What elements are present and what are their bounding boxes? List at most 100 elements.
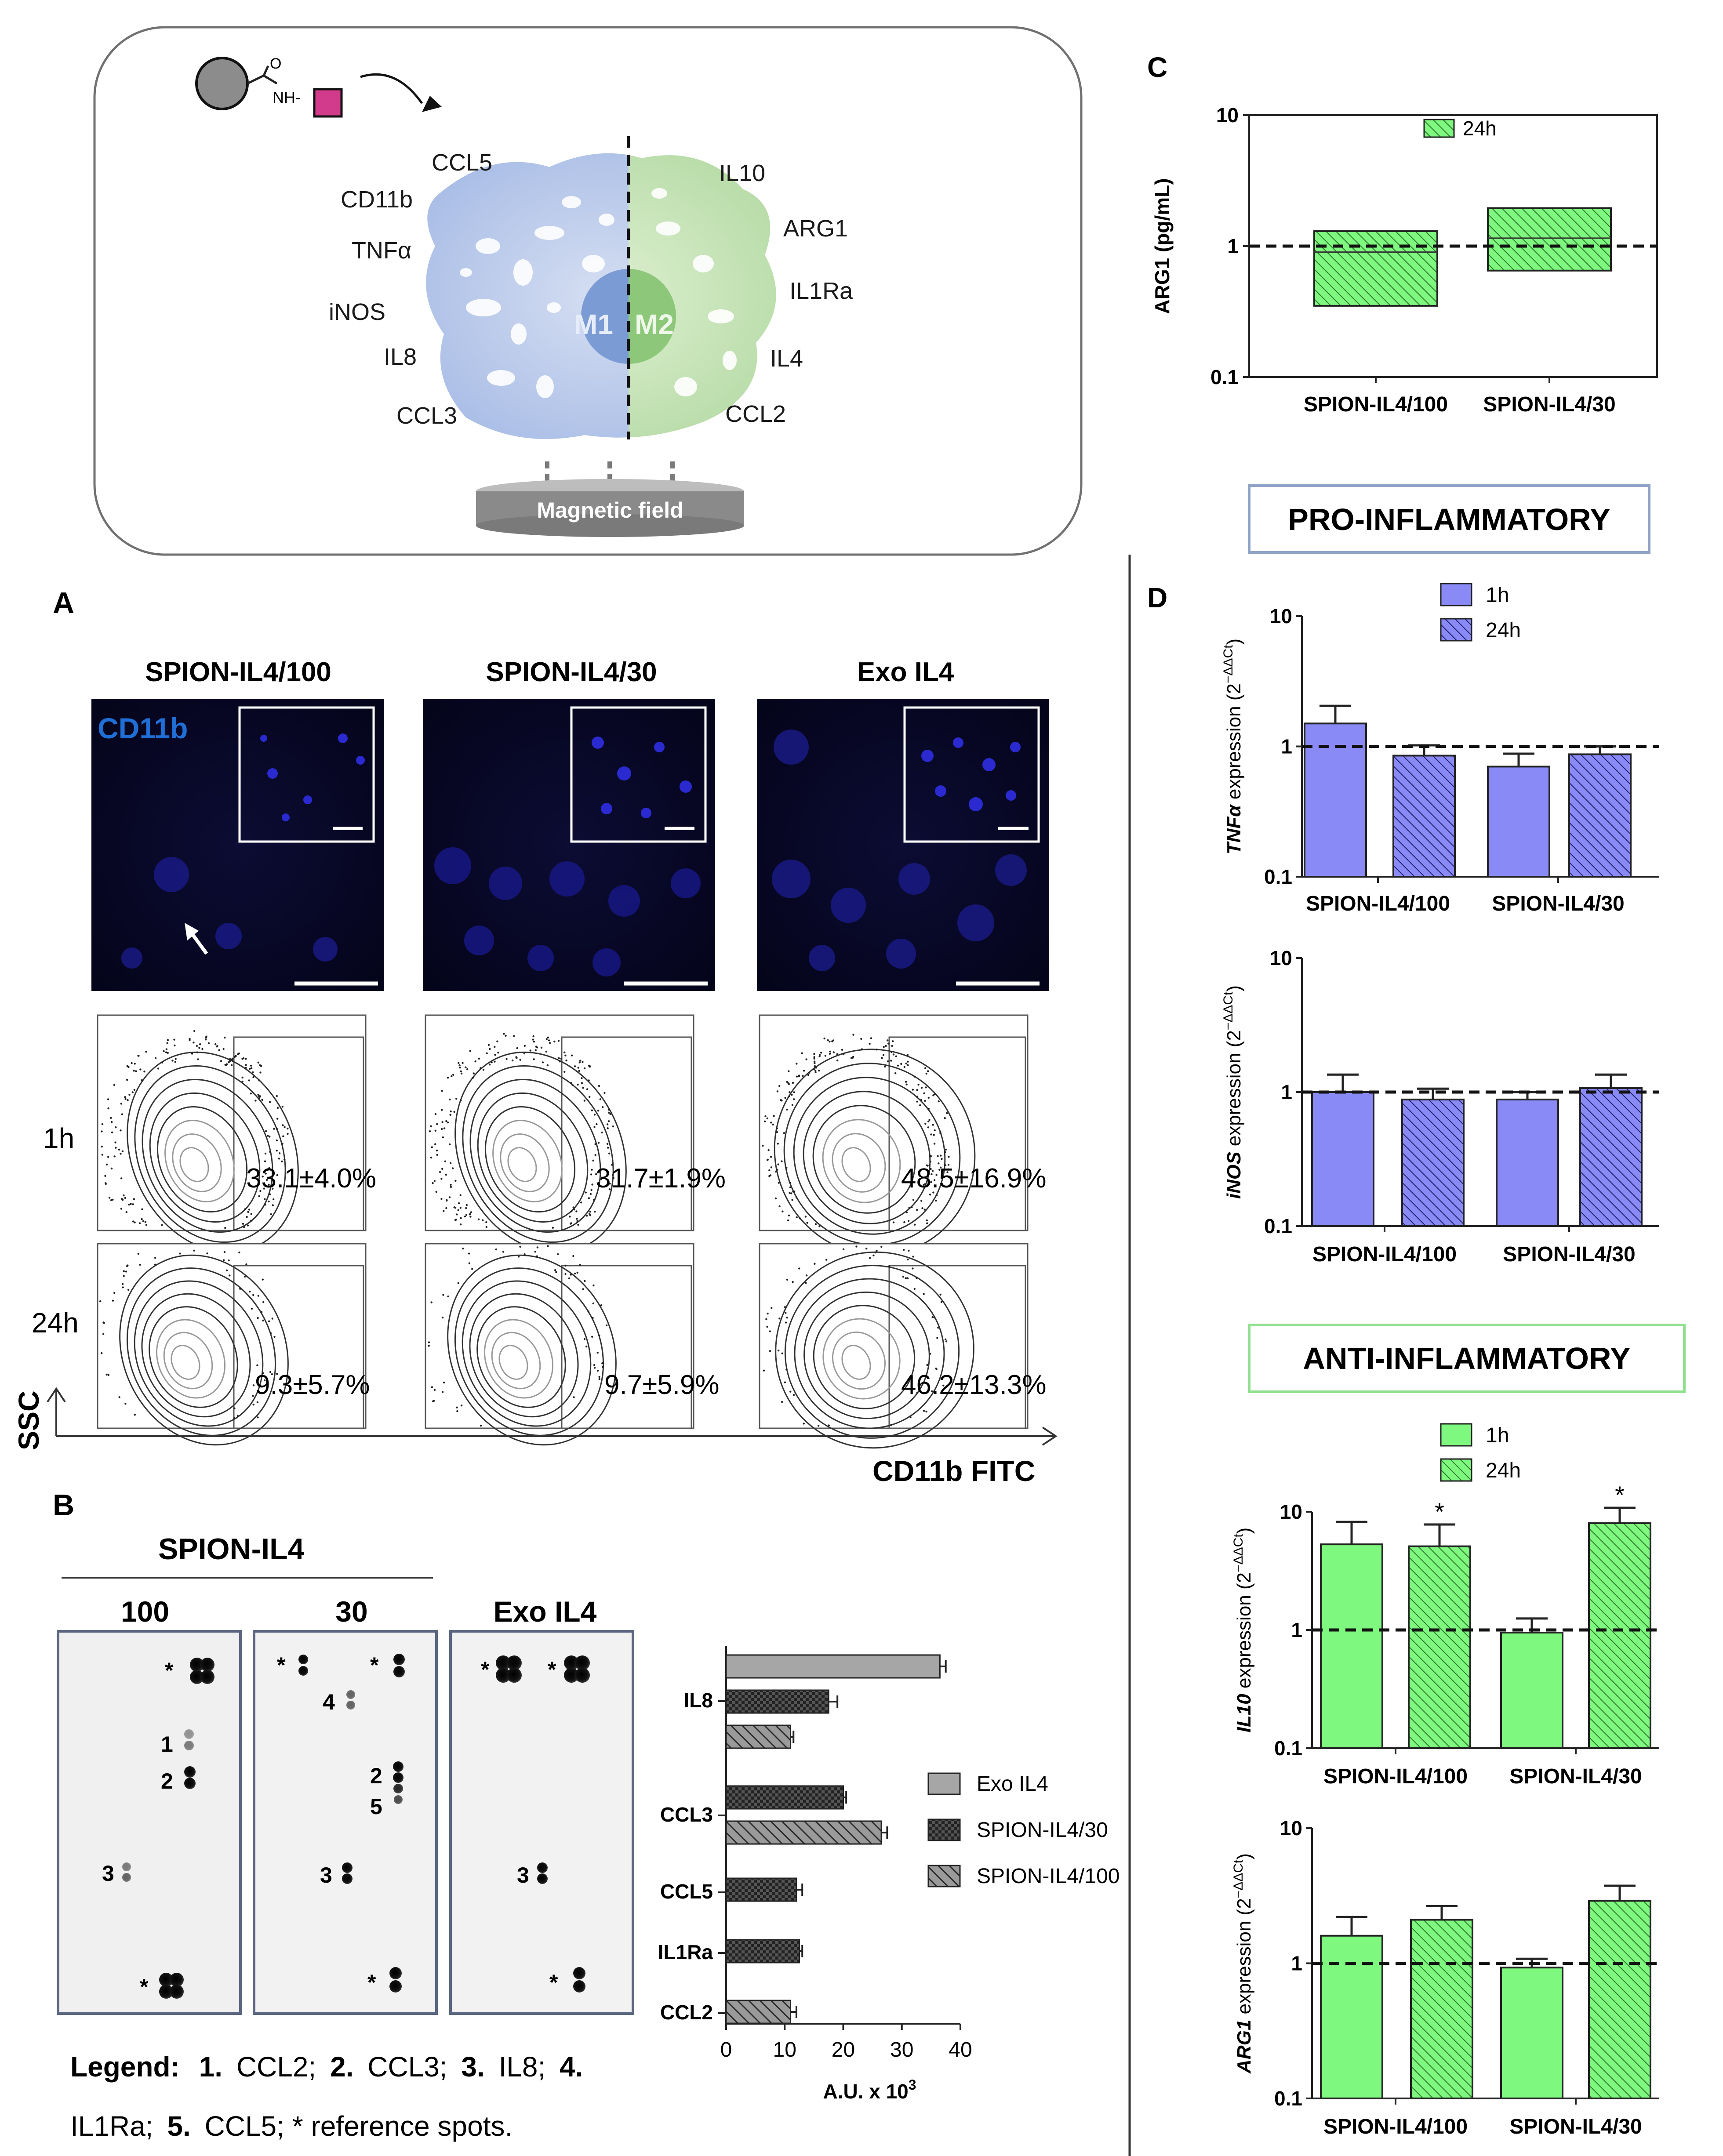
scatter-dot bbox=[920, 1087, 923, 1089]
scatter-dot bbox=[488, 1063, 491, 1066]
scatter-dot bbox=[818, 1225, 821, 1227]
scatter-dot bbox=[789, 1091, 791, 1093]
scatter-dot bbox=[262, 1319, 264, 1321]
scatter-dot bbox=[947, 1164, 950, 1166]
flow-plot-frame bbox=[97, 1014, 367, 1231]
scatter-dot bbox=[612, 1125, 614, 1128]
scatter-dot bbox=[502, 1251, 505, 1253]
scatter-dot bbox=[442, 1294, 444, 1296]
scatter-dot bbox=[930, 1168, 932, 1170]
scatter-dot bbox=[919, 1104, 921, 1107]
scatter-dot bbox=[818, 1070, 820, 1072]
scatter-dot bbox=[456, 1410, 458, 1412]
gate-box bbox=[233, 1265, 364, 1429]
scatter-dot bbox=[938, 1169, 941, 1171]
scatter-dot bbox=[533, 1058, 535, 1060]
scatter-dot bbox=[238, 1251, 240, 1254]
scatter-dot bbox=[224, 1036, 226, 1039]
scatter-dot bbox=[791, 1104, 794, 1106]
scatter-dot bbox=[791, 1199, 793, 1201]
scatter-dot bbox=[776, 1169, 778, 1171]
scatter-dot bbox=[287, 1132, 289, 1135]
scatter-dot bbox=[536, 1046, 538, 1049]
bar-spion-il4-30 bbox=[725, 1939, 800, 1964]
scatter-dot bbox=[451, 1075, 453, 1078]
scatter-dot bbox=[917, 1084, 920, 1086]
scatter-dot bbox=[445, 1173, 447, 1176]
scatter-dot bbox=[542, 1061, 544, 1063]
y-tick-label: 10 bbox=[1280, 1817, 1302, 1840]
scatter-dot bbox=[908, 1207, 910, 1209]
category-label: SPION-IL4/100 bbox=[1323, 1765, 1468, 1788]
bar bbox=[1588, 1522, 1651, 1749]
scatter-dot bbox=[482, 1069, 485, 1071]
contour-line bbox=[462, 1065, 614, 1243]
scatter-dot bbox=[252, 1404, 254, 1406]
scatter-dot bbox=[246, 1216, 248, 1218]
scatter-dot bbox=[769, 1330, 771, 1332]
contour-line bbox=[164, 1120, 235, 1202]
scatter-dot bbox=[99, 1300, 102, 1303]
scatter-dot bbox=[608, 1111, 610, 1114]
scatter-dot bbox=[907, 1064, 909, 1066]
scatter-dot bbox=[120, 1129, 122, 1132]
scatter-dot bbox=[264, 1160, 266, 1162]
scatter-dot bbox=[593, 1126, 596, 1128]
scatter-dot bbox=[434, 1129, 436, 1132]
scatter-dot bbox=[608, 1152, 611, 1154]
scatter-dot bbox=[929, 1194, 931, 1196]
scatter-dot bbox=[887, 1060, 889, 1063]
y-axis-label-text: expression (2 bbox=[1233, 1572, 1255, 1694]
scatter-dot bbox=[836, 1059, 839, 1062]
y-tick-label: 0.1 bbox=[1274, 2087, 1302, 2110]
scatter-dot bbox=[865, 1248, 868, 1250]
scatter-dot bbox=[571, 1054, 573, 1056]
scatter-dot bbox=[197, 1058, 199, 1060]
scatter-dot bbox=[586, 1088, 589, 1090]
scatter-dot bbox=[912, 1089, 914, 1091]
category-label: SPION-IL4/30 bbox=[1509, 1765, 1642, 1788]
legend-num: 2. bbox=[330, 2051, 353, 2083]
marker-tnfa: TNFα bbox=[352, 237, 411, 264]
scatter-dot bbox=[278, 1158, 280, 1160]
scatter-dot bbox=[428, 1341, 430, 1343]
y-axis-label-end: ) bbox=[1223, 985, 1245, 992]
scatter-dot bbox=[869, 1043, 871, 1045]
scatter-dot bbox=[465, 1214, 468, 1216]
scatter-dot bbox=[171, 1060, 174, 1062]
scatter-dot bbox=[494, 1060, 496, 1063]
scatter-dot bbox=[611, 1164, 613, 1166]
scatter-dot bbox=[126, 1265, 128, 1267]
contour-line bbox=[469, 1078, 601, 1233]
scatter-dot bbox=[870, 1037, 872, 1039]
scatter-dot bbox=[460, 1405, 463, 1407]
scatter-dot bbox=[222, 1048, 225, 1050]
x-tick-label: 40 bbox=[949, 2038, 972, 2062]
scatter-dot bbox=[448, 1196, 451, 1198]
flow-plot-frame bbox=[425, 1243, 694, 1429]
scatter-dot bbox=[913, 1288, 916, 1290]
scatter-dot bbox=[778, 1182, 780, 1184]
scatter-dot bbox=[444, 1160, 447, 1162]
scatter-dot bbox=[131, 1062, 133, 1064]
scatter-dot bbox=[766, 1117, 768, 1120]
marker-il1ra: IL1Ra bbox=[789, 278, 853, 304]
scatter-dot bbox=[459, 1194, 462, 1196]
x-tick-label: 0 bbox=[720, 2038, 732, 2062]
scatter-dot bbox=[590, 1173, 593, 1176]
scatter-dot bbox=[173, 1038, 175, 1041]
scatter-dot bbox=[266, 1179, 268, 1181]
contour-line bbox=[500, 1133, 550, 1192]
scatter-dot bbox=[767, 1312, 769, 1315]
scatter-dot bbox=[829, 1053, 831, 1055]
scatter-dot bbox=[459, 1067, 461, 1069]
scatter-dot bbox=[599, 1098, 602, 1100]
scatter-dot bbox=[242, 1057, 245, 1060]
scatter-dot bbox=[473, 1072, 475, 1074]
bar bbox=[1392, 755, 1456, 878]
scatter-dot bbox=[125, 1270, 127, 1273]
scatter-dot bbox=[244, 1208, 246, 1210]
scatter-dot bbox=[222, 1259, 225, 1261]
legend-item: CCL2; bbox=[236, 2051, 316, 2083]
